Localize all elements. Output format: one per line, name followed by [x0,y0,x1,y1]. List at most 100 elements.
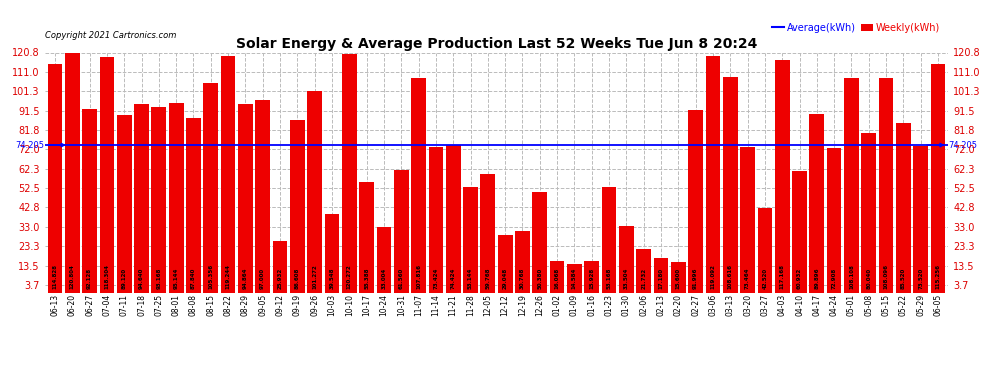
Bar [741,147,755,292]
Bar [359,183,374,292]
Bar [602,187,617,292]
Text: 55.388: 55.388 [364,267,369,288]
Text: 61.560: 61.560 [399,267,404,288]
Bar [411,78,426,292]
Text: 39.548: 39.548 [330,267,335,288]
Text: 42.520: 42.520 [762,267,767,288]
Text: 15.928: 15.928 [589,267,594,288]
Bar [307,91,322,292]
Text: 21.732: 21.732 [642,267,646,288]
Bar [896,123,911,292]
Bar [775,60,790,292]
Bar [549,261,564,292]
Bar [653,258,668,292]
Text: 105.356: 105.356 [208,263,213,288]
Bar [290,120,305,292]
Text: 17.180: 17.180 [658,267,663,288]
Text: 120.804: 120.804 [69,264,75,288]
Text: 72.908: 72.908 [832,267,837,288]
Text: 53.144: 53.144 [468,267,473,288]
Text: 86.608: 86.608 [295,267,300,288]
Bar [810,114,825,292]
Bar [844,78,858,292]
Bar [394,170,409,292]
Bar [325,214,340,292]
Text: 94.640: 94.640 [139,267,144,288]
Text: 94.864: 94.864 [243,267,248,288]
Bar [376,227,391,292]
Text: 50.380: 50.380 [538,267,543,288]
Text: 89.120: 89.120 [122,267,127,288]
Bar [463,187,478,292]
Bar [861,134,876,292]
Text: 95.144: 95.144 [173,267,178,288]
Bar [238,104,252,292]
Bar [168,104,183,292]
Bar [82,110,97,292]
Text: 107.816: 107.816 [416,264,421,288]
Text: 33.004: 33.004 [381,267,386,288]
Bar [446,145,460,292]
Text: 91.996: 91.996 [693,267,698,288]
Text: 93.168: 93.168 [156,267,161,288]
Bar [688,110,703,292]
Text: 80.040: 80.040 [866,267,871,288]
Text: 92.128: 92.128 [87,267,92,288]
Text: 33.504: 33.504 [624,267,629,288]
Bar [792,171,807,292]
Bar [498,235,513,292]
Text: 85.520: 85.520 [901,267,906,288]
Text: 117.168: 117.168 [780,264,785,288]
Bar [135,105,148,292]
Text: 97.000: 97.000 [260,267,265,288]
Bar [342,54,356,292]
Text: 15.600: 15.600 [676,267,681,288]
Text: 29.048: 29.048 [503,267,508,288]
Text: 74.205: 74.205 [16,141,45,150]
Bar [567,264,582,292]
Text: 108.096: 108.096 [884,264,889,288]
Text: 53.168: 53.168 [607,267,612,288]
Bar [515,231,530,292]
Text: 119.244: 119.244 [226,264,231,288]
Bar [827,148,842,292]
Text: 60.932: 60.932 [797,267,802,288]
Bar [186,118,201,292]
Bar [584,261,599,292]
Text: 25.932: 25.932 [277,267,282,288]
Text: 118.304: 118.304 [104,264,109,288]
Text: 87.840: 87.840 [191,267,196,288]
Text: 74.424: 74.424 [450,267,455,288]
Bar [931,63,945,292]
Text: Copyright 2021 Cartronics.com: Copyright 2021 Cartronics.com [45,32,176,40]
Bar [706,56,721,292]
Text: 74.205: 74.205 [948,141,977,150]
Text: 101.272: 101.272 [312,264,317,288]
Text: 89.896: 89.896 [815,267,820,288]
Bar [671,261,686,292]
Bar [619,226,634,292]
Bar [914,146,928,292]
Text: 59.768: 59.768 [485,267,490,288]
Legend: Average(kWh), Weekly(kWh): Average(kWh), Weekly(kWh) [768,19,943,37]
Text: 30.768: 30.768 [520,267,525,288]
Title: Solar Energy & Average Production Last 52 Weeks Tue Jun 8 20:24: Solar Energy & Average Production Last 5… [236,38,757,51]
Bar [221,56,236,292]
Text: 73.464: 73.464 [745,267,750,288]
Bar [117,116,132,292]
Bar [272,241,287,292]
Text: 115.256: 115.256 [936,264,940,288]
Text: 14.584: 14.584 [572,267,577,288]
Text: 16.068: 16.068 [554,267,559,288]
Text: 108.616: 108.616 [728,264,733,288]
Bar [151,107,166,292]
Text: 73.520: 73.520 [918,267,924,288]
Bar [65,53,79,292]
Text: 114.828: 114.828 [52,264,57,288]
Bar [255,100,270,292]
Bar [757,208,772,292]
Bar [879,78,893,292]
Text: 119.092: 119.092 [711,264,716,288]
Bar [480,174,495,292]
Bar [637,249,651,292]
